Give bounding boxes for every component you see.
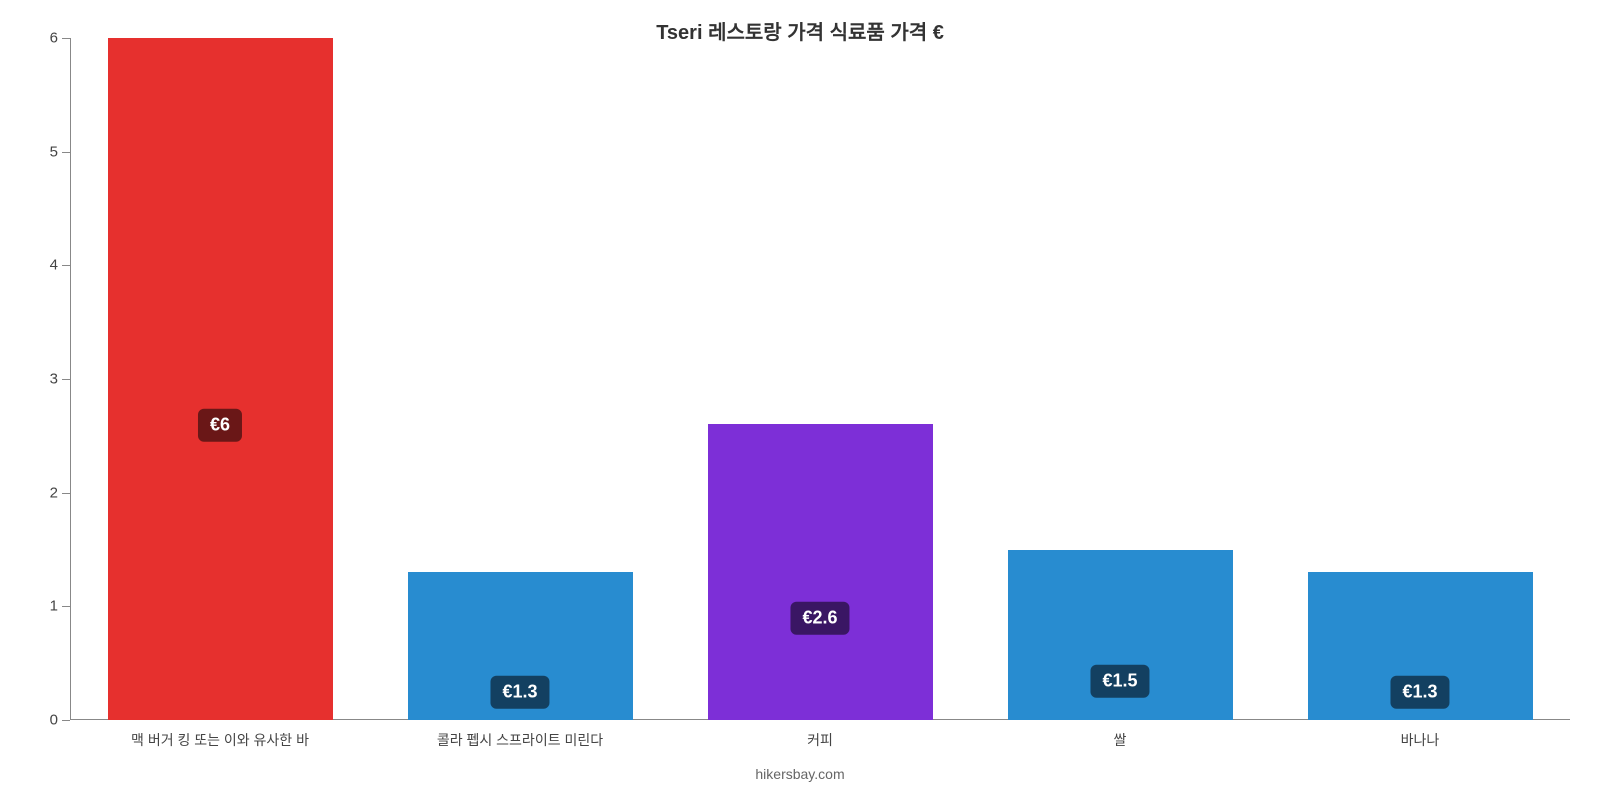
value-badge: €2.6	[790, 602, 849, 635]
x-axis-label: 바나나	[1270, 730, 1570, 750]
bar: €6	[108, 38, 333, 720]
y-tick-label: 5	[50, 143, 70, 160]
bar: €2.6	[708, 424, 933, 720]
value-badge: €1.5	[1090, 664, 1149, 697]
bar-slot: €2.6	[670, 38, 970, 720]
x-axis-label: 커피	[670, 730, 970, 750]
bar: €1.3	[1308, 572, 1533, 720]
x-axis-label: 쌀	[970, 730, 1270, 750]
y-tick-label: 6	[50, 30, 70, 47]
y-tick-label: 2	[50, 484, 70, 501]
bar: €1.3	[408, 572, 633, 720]
x-axis-label: 콜라 펩시 스프라이트 미린다	[370, 730, 670, 750]
y-tick-label: 0	[50, 712, 70, 729]
plot-area: €6€1.3€2.6€1.5€1.3 0123456	[70, 38, 1570, 720]
bar-slot: €1.3	[370, 38, 670, 720]
value-badge: €1.3	[490, 676, 549, 709]
bar: €1.5	[1008, 550, 1233, 721]
x-axis-label: 맥 버거 킹 또는 이와 유사한 바	[70, 730, 370, 750]
chart-container: Tseri 레스토랑 가격 식료품 가격 € €6€1.3€2.6€1.5€1.…	[0, 0, 1600, 800]
bar-slot: €1.5	[970, 38, 1270, 720]
footer-credit: hikersbay.com	[0, 766, 1600, 782]
y-tick-label: 4	[50, 257, 70, 274]
bars-group: €6 €1.3 €2.6 €1.5 €1.3	[70, 38, 1570, 720]
bar-slot: €1.3	[1270, 38, 1570, 720]
y-tick-label: 1	[50, 598, 70, 615]
x-labels-row: 맥 버거 킹 또는 이와 유사한 바콜라 펩시 스프라이트 미린다커피쌀바나나	[70, 730, 1570, 750]
y-tick-label: 3	[50, 371, 70, 388]
bar-slot: €6	[70, 38, 370, 720]
value-badge: €1.3	[1390, 676, 1449, 709]
value-badge: €6	[198, 409, 242, 442]
